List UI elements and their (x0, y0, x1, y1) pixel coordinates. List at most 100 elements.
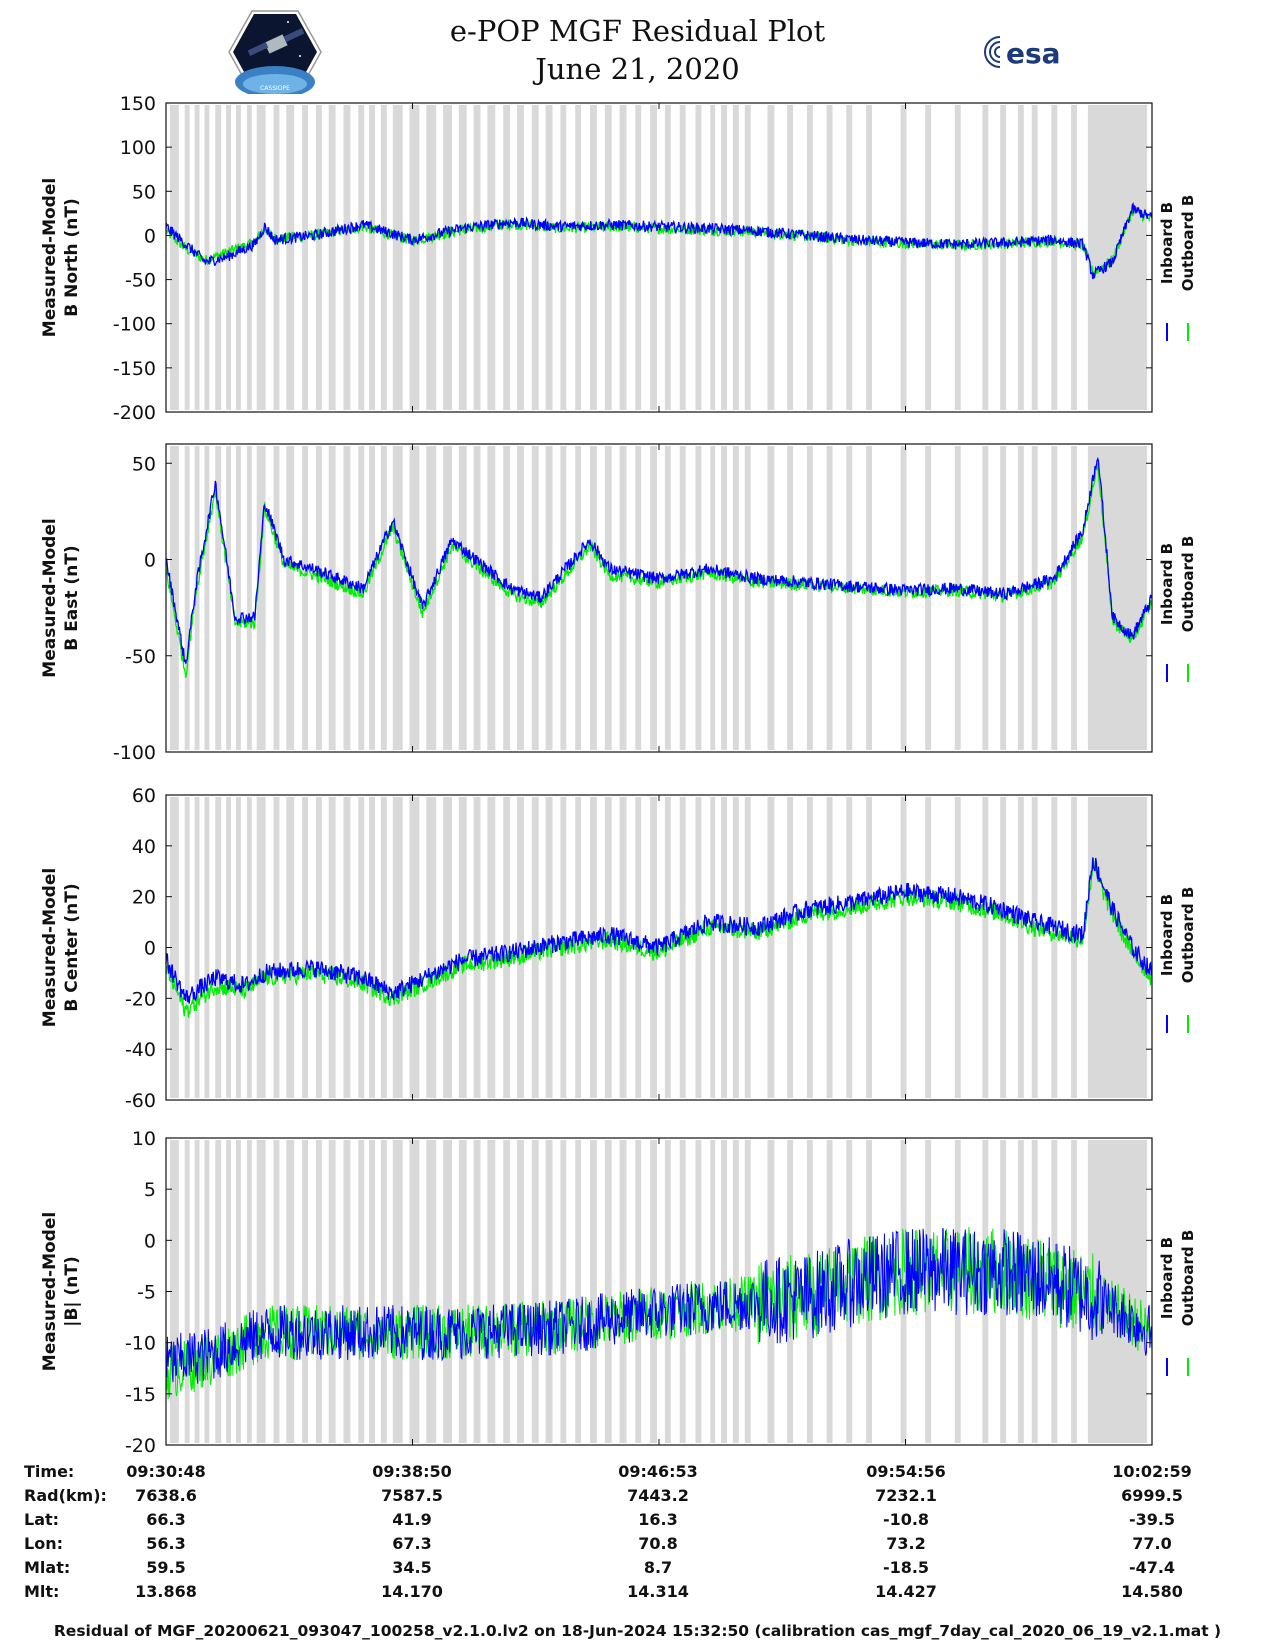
data-gap-band (787, 797, 794, 1098)
y-tick-label: 50 (132, 181, 156, 203)
data-gap-band (575, 105, 582, 410)
data-gap-band (787, 446, 794, 750)
data-gap-band (369, 1140, 375, 1443)
data-gap-band (358, 1140, 365, 1443)
data-gap-band (443, 105, 452, 410)
data-gap-band (1087, 797, 1148, 1098)
legend-outboard-label: Outboard B (1179, 887, 1197, 984)
info-cell: 41.9 (392, 1510, 432, 1529)
legend-inboard-label: Inboard B (1158, 543, 1176, 625)
data-gap-band (443, 797, 452, 1098)
y-axis-label: Measured-Model B Center (nT) (40, 868, 82, 1027)
y-tick-label: -10 (125, 1333, 156, 1355)
data-gap-band (767, 105, 775, 410)
data-gap-band (380, 105, 387, 410)
legend-inboard-label: Inboard B (1158, 1237, 1176, 1319)
data-gap-band (635, 105, 642, 410)
info-row-label: Lat: (24, 1510, 60, 1529)
data-gap-band (925, 105, 932, 410)
cassiope-mission-logo: CASSIOPE (228, 10, 322, 94)
data-gap-band (369, 446, 375, 750)
info-cell: 34.5 (392, 1558, 432, 1577)
data-gap-band (246, 446, 252, 750)
data-gap-band (169, 105, 179, 410)
data-gap-band (409, 446, 420, 750)
inboard-series-line (165, 857, 1153, 1004)
data-gap-band (517, 105, 524, 410)
data-gap-band (982, 105, 989, 410)
data-gap-band (286, 105, 295, 410)
data-gap-band (315, 1140, 322, 1443)
data-gap-band (194, 105, 200, 410)
y-tick-label: -5 (137, 1282, 156, 1304)
data-gap-band (236, 797, 241, 1098)
data-gap-band (215, 446, 222, 750)
data-gap-band (273, 446, 280, 750)
y-tick-label: 0 (144, 225, 156, 247)
data-gap-band (1051, 105, 1058, 410)
data-gap-band (1017, 797, 1024, 1098)
data-gap-band (256, 797, 266, 1098)
data-gap-band (826, 797, 833, 1098)
data-gap-band (194, 446, 200, 750)
data-gap-band (487, 1140, 496, 1443)
legend-inboard-label: Inboard B (1158, 202, 1176, 284)
data-gap-band (925, 446, 932, 750)
y-tick-label: -20 (125, 1435, 156, 1457)
data-gap-band (380, 797, 387, 1098)
data-gap-band (443, 1140, 452, 1443)
y-tick-label: -100 (113, 742, 156, 764)
info-cell: 7638.6 (135, 1486, 197, 1505)
data-gap-band (604, 446, 612, 750)
data-gap-band (545, 1140, 553, 1443)
panel-4: 10 5 0 -5 -10 -15 -20 Measured-Model |B| (nT) Inb… (40, 1128, 1197, 1457)
data-gap-band (1087, 446, 1148, 750)
data-gap-band (458, 1140, 467, 1443)
esa-logo-text: esa (1006, 37, 1061, 70)
info-cell: 7443.2 (627, 1486, 689, 1505)
data-gap-band (679, 797, 686, 1098)
data-gap-band (1071, 797, 1077, 1098)
data-gap-band (392, 797, 403, 1098)
info-cell: 7232.1 (875, 1486, 937, 1505)
data-gap-band (721, 446, 727, 750)
data-gap-band (846, 105, 853, 410)
info-cell: 09:54:56 (866, 1462, 946, 1481)
data-gap-band (256, 105, 266, 410)
y-tick-label: -200 (113, 402, 156, 424)
y-tick-label: 0 (144, 1230, 156, 1252)
y-tick-label: 150 (120, 93, 156, 115)
y-tick-label: -40 (125, 1039, 156, 1061)
legend-outboard-label: Outboard B (1179, 536, 1197, 633)
data-gap-band (302, 105, 308, 410)
header: e-POP MGF Residual Plot June 21, 2020 CA… (0, 0, 1275, 100)
info-cell: 73.2 (886, 1534, 926, 1553)
data-gap-band (954, 1140, 961, 1443)
info-cell: 59.5 (146, 1558, 186, 1577)
data-gap-band (184, 105, 190, 410)
data-gap-band (545, 105, 553, 410)
data-gap-band (380, 1140, 387, 1443)
data-gap-band (650, 105, 657, 410)
info-cell: 09:46:53 (618, 1462, 698, 1481)
data-gap-band (215, 797, 222, 1098)
data-gap-band (710, 446, 716, 750)
info-cell: 14.580 (1121, 1582, 1183, 1601)
data-gap-band (664, 446, 671, 750)
data-gap-band (1031, 446, 1038, 750)
y-tick-label: 0 (144, 550, 156, 572)
data-gap-band (866, 446, 872, 750)
data-gap-band (635, 1140, 642, 1443)
data-gap-band (443, 446, 452, 750)
y-tick-label: -100 (113, 314, 156, 336)
y-tick-label: -15 (125, 1384, 156, 1406)
legend-outboard-label: Outboard B (1179, 195, 1197, 292)
data-gap-band (246, 105, 252, 410)
data-gap-band (194, 1140, 200, 1443)
inboard-series-line (165, 202, 1153, 280)
data-gap-band (426, 1140, 437, 1443)
data-gap-band (604, 1140, 612, 1443)
y-tick-label: 40 (132, 836, 156, 858)
data-gap-band (358, 105, 365, 410)
y-tick-label: -60 (125, 1090, 156, 1112)
